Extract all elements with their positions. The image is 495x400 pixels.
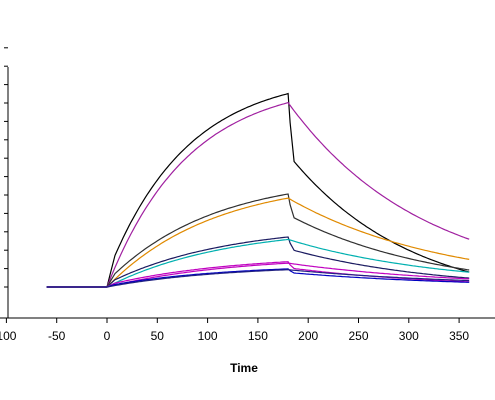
series-4-fit-curve xyxy=(46,269,470,288)
x-tick-label-1: -50 xyxy=(48,329,66,343)
series-0-fit-curve xyxy=(46,101,470,288)
series-0-data-curve xyxy=(46,92,470,288)
x-tick-label-8: 300 xyxy=(399,329,419,343)
series-1-data-curve xyxy=(46,193,470,288)
x-tick-label-2: 0 xyxy=(104,329,111,343)
plot-area xyxy=(46,92,470,288)
series-1-fit-curve xyxy=(46,197,470,288)
x-tick-label-4: 100 xyxy=(198,329,218,343)
x-tick-label-5: 150 xyxy=(248,329,268,343)
x-axis-tick-labels: 100 -50 0 50 100 150 200 250 300 350 xyxy=(0,329,469,343)
x-tick-label-3: 50 xyxy=(151,329,165,343)
series-2-data-curve xyxy=(46,236,470,288)
y-axis-ticks xyxy=(4,47,8,288)
series-4-data-curve xyxy=(46,268,470,288)
x-tick-label-6: 200 xyxy=(298,329,318,343)
x-axis-title: Time xyxy=(230,361,258,375)
x-axis-ticks xyxy=(5,318,460,323)
x-tick-label-0: 100 xyxy=(0,329,17,343)
x-tick-label-9: 350 xyxy=(449,329,469,343)
x-tick-label-7: 250 xyxy=(348,329,368,343)
